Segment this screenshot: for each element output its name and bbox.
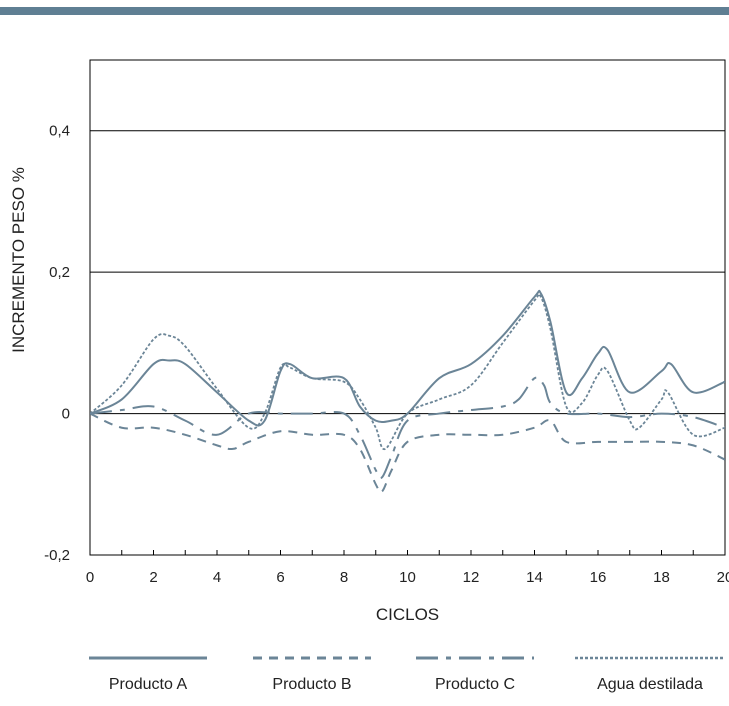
series-line-2 (90, 376, 725, 480)
plot-frame (89, 59, 726, 556)
x-tick-label: 18 (653, 569, 670, 586)
y-tick-label: 0 (62, 406, 70, 423)
x-tick-label: 0 (86, 569, 94, 586)
y-tick-label: 0,4 (49, 123, 70, 140)
x-tick-label: 2 (149, 569, 157, 586)
x-axis-ticks: 0 2 4 6 8 10 12 14 16 18 20 (86, 550, 729, 586)
y-axis-ticks: -0,2 0 0,2 0,4 (44, 123, 70, 564)
legend-label-3: Agua destilada (597, 676, 703, 693)
series-line-3 (90, 293, 725, 450)
x-tick-label: 16 (590, 569, 607, 586)
gridlines (90, 130, 725, 415)
x-axis-title: CICLOS (376, 605, 439, 624)
legend-label-1: Producto B (272, 676, 351, 693)
x-tick-label: 20 (717, 569, 729, 586)
series-line-0 (90, 289, 725, 427)
x-tick-label: 4 (213, 569, 221, 586)
x-tick-label: 8 (340, 569, 348, 586)
series-layer (90, 289, 725, 494)
x-tick-label: 14 (526, 569, 543, 586)
legend: Producto A Producto B Producto C Agua desti… (89, 656, 725, 693)
legend-label-0: Producto A (109, 676, 188, 693)
x-tick-label: 12 (463, 569, 480, 586)
series-line-1 (90, 412, 725, 494)
legend-label-2: Producto C (435, 676, 515, 693)
y-tick-label: 0,2 (49, 264, 70, 281)
y-axis-title: INCREMENTO PESO % (9, 167, 28, 353)
x-tick-label: 10 (399, 569, 416, 586)
x-tick-label: 6 (276, 569, 284, 586)
top-accent-band (0, 7, 729, 15)
y-tick-label: -0,2 (44, 547, 70, 564)
